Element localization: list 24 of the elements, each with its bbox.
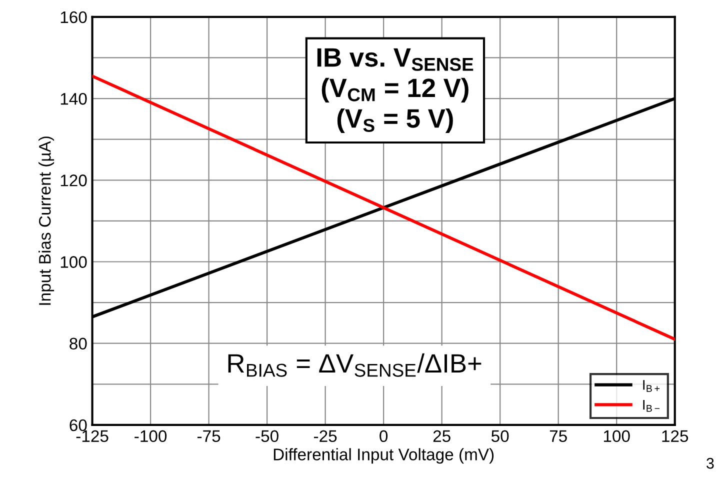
- x-tick-label: 50: [491, 430, 509, 442]
- x-tick-label: -50: [256, 430, 278, 442]
- x-tick-label: 75: [550, 430, 567, 442]
- y-tick-label: 100: [60, 256, 87, 268]
- x-tick-label: -75: [198, 430, 220, 442]
- x-tick-label: 25: [433, 430, 450, 442]
- x-axis-title: Differential Input Voltage (mV): [274, 448, 494, 464]
- text: 3: [706, 458, 714, 469]
- x-tick-label: 0: [380, 430, 388, 442]
- y-tick-label: 160: [60, 11, 87, 24]
- y-axis-title: Input Bias Current (µA): [38, 136, 54, 305]
- y-tick-label: 140: [60, 92, 87, 105]
- y-tick-label: 80: [70, 338, 87, 350]
- x-tick-label: -125: [76, 430, 108, 442]
- legend-label: I$_{B−}$: [643, 400, 660, 412]
- y-tick-label: 60: [70, 419, 87, 432]
- annotation: R$_{BIAS}$ = ΔV$_{SENSE}$/ΔIB+: [228, 353, 482, 377]
- x-tick-label: -100: [134, 430, 167, 442]
- text: IB vs. V$_{SENSE}$ (V$_{CM}$ = 12 V) (V$_{S}$ = 5 V): [317, 48, 474, 134]
- x-tick-label: -25: [314, 430, 337, 442]
- y-tick-label: 120: [60, 174, 87, 186]
- x-tick-label: 100: [604, 430, 630, 442]
- x-tick-label: 125: [662, 430, 688, 442]
- legend-label: I$_{B+}$: [643, 380, 660, 392]
